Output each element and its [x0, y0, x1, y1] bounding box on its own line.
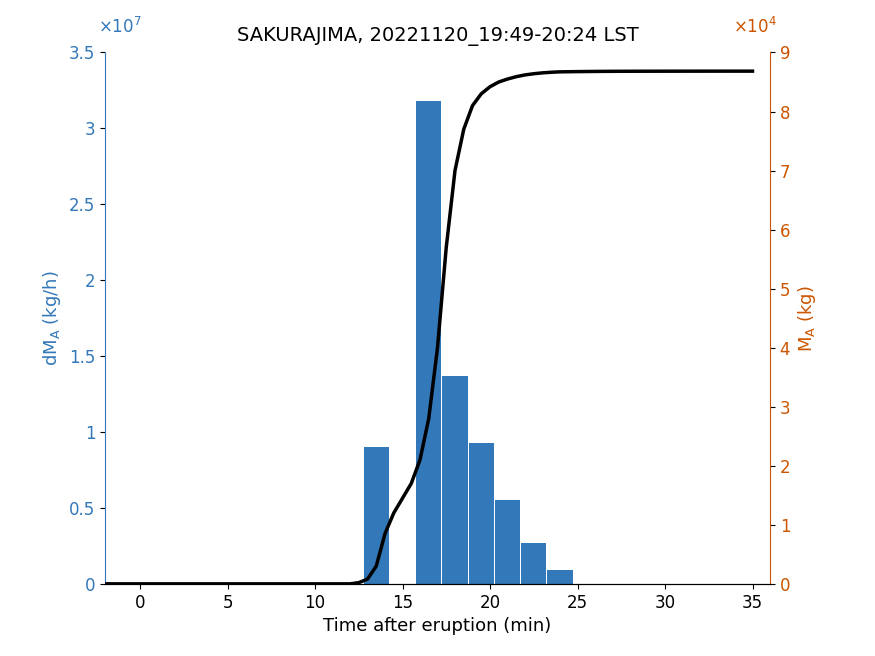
Text: $\times10^4$: $\times10^4$	[732, 16, 777, 37]
Bar	[495, 501, 520, 584]
Bar	[522, 543, 546, 584]
Y-axis label: M$_\mathrm{A}$ (kg): M$_\mathrm{A}$ (kg)	[796, 285, 818, 352]
Bar	[443, 376, 468, 584]
Y-axis label: dM$_\mathrm{A}$ (kg/h): dM$_\mathrm{A}$ (kg/h)	[41, 270, 63, 366]
Bar	[364, 447, 388, 584]
Bar	[416, 101, 442, 584]
Title: SAKURAJIMA, 20221120_19:49-20:24 LST: SAKURAJIMA, 20221120_19:49-20:24 LST	[236, 28, 639, 47]
Bar	[548, 570, 573, 584]
X-axis label: Time after eruption (min): Time after eruption (min)	[324, 617, 551, 635]
Bar	[469, 443, 493, 584]
Text: $\times10^7$: $\times10^7$	[98, 16, 142, 37]
